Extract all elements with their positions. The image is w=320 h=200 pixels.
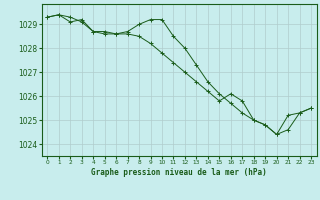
X-axis label: Graphe pression niveau de la mer (hPa): Graphe pression niveau de la mer (hPa) — [91, 168, 267, 177]
